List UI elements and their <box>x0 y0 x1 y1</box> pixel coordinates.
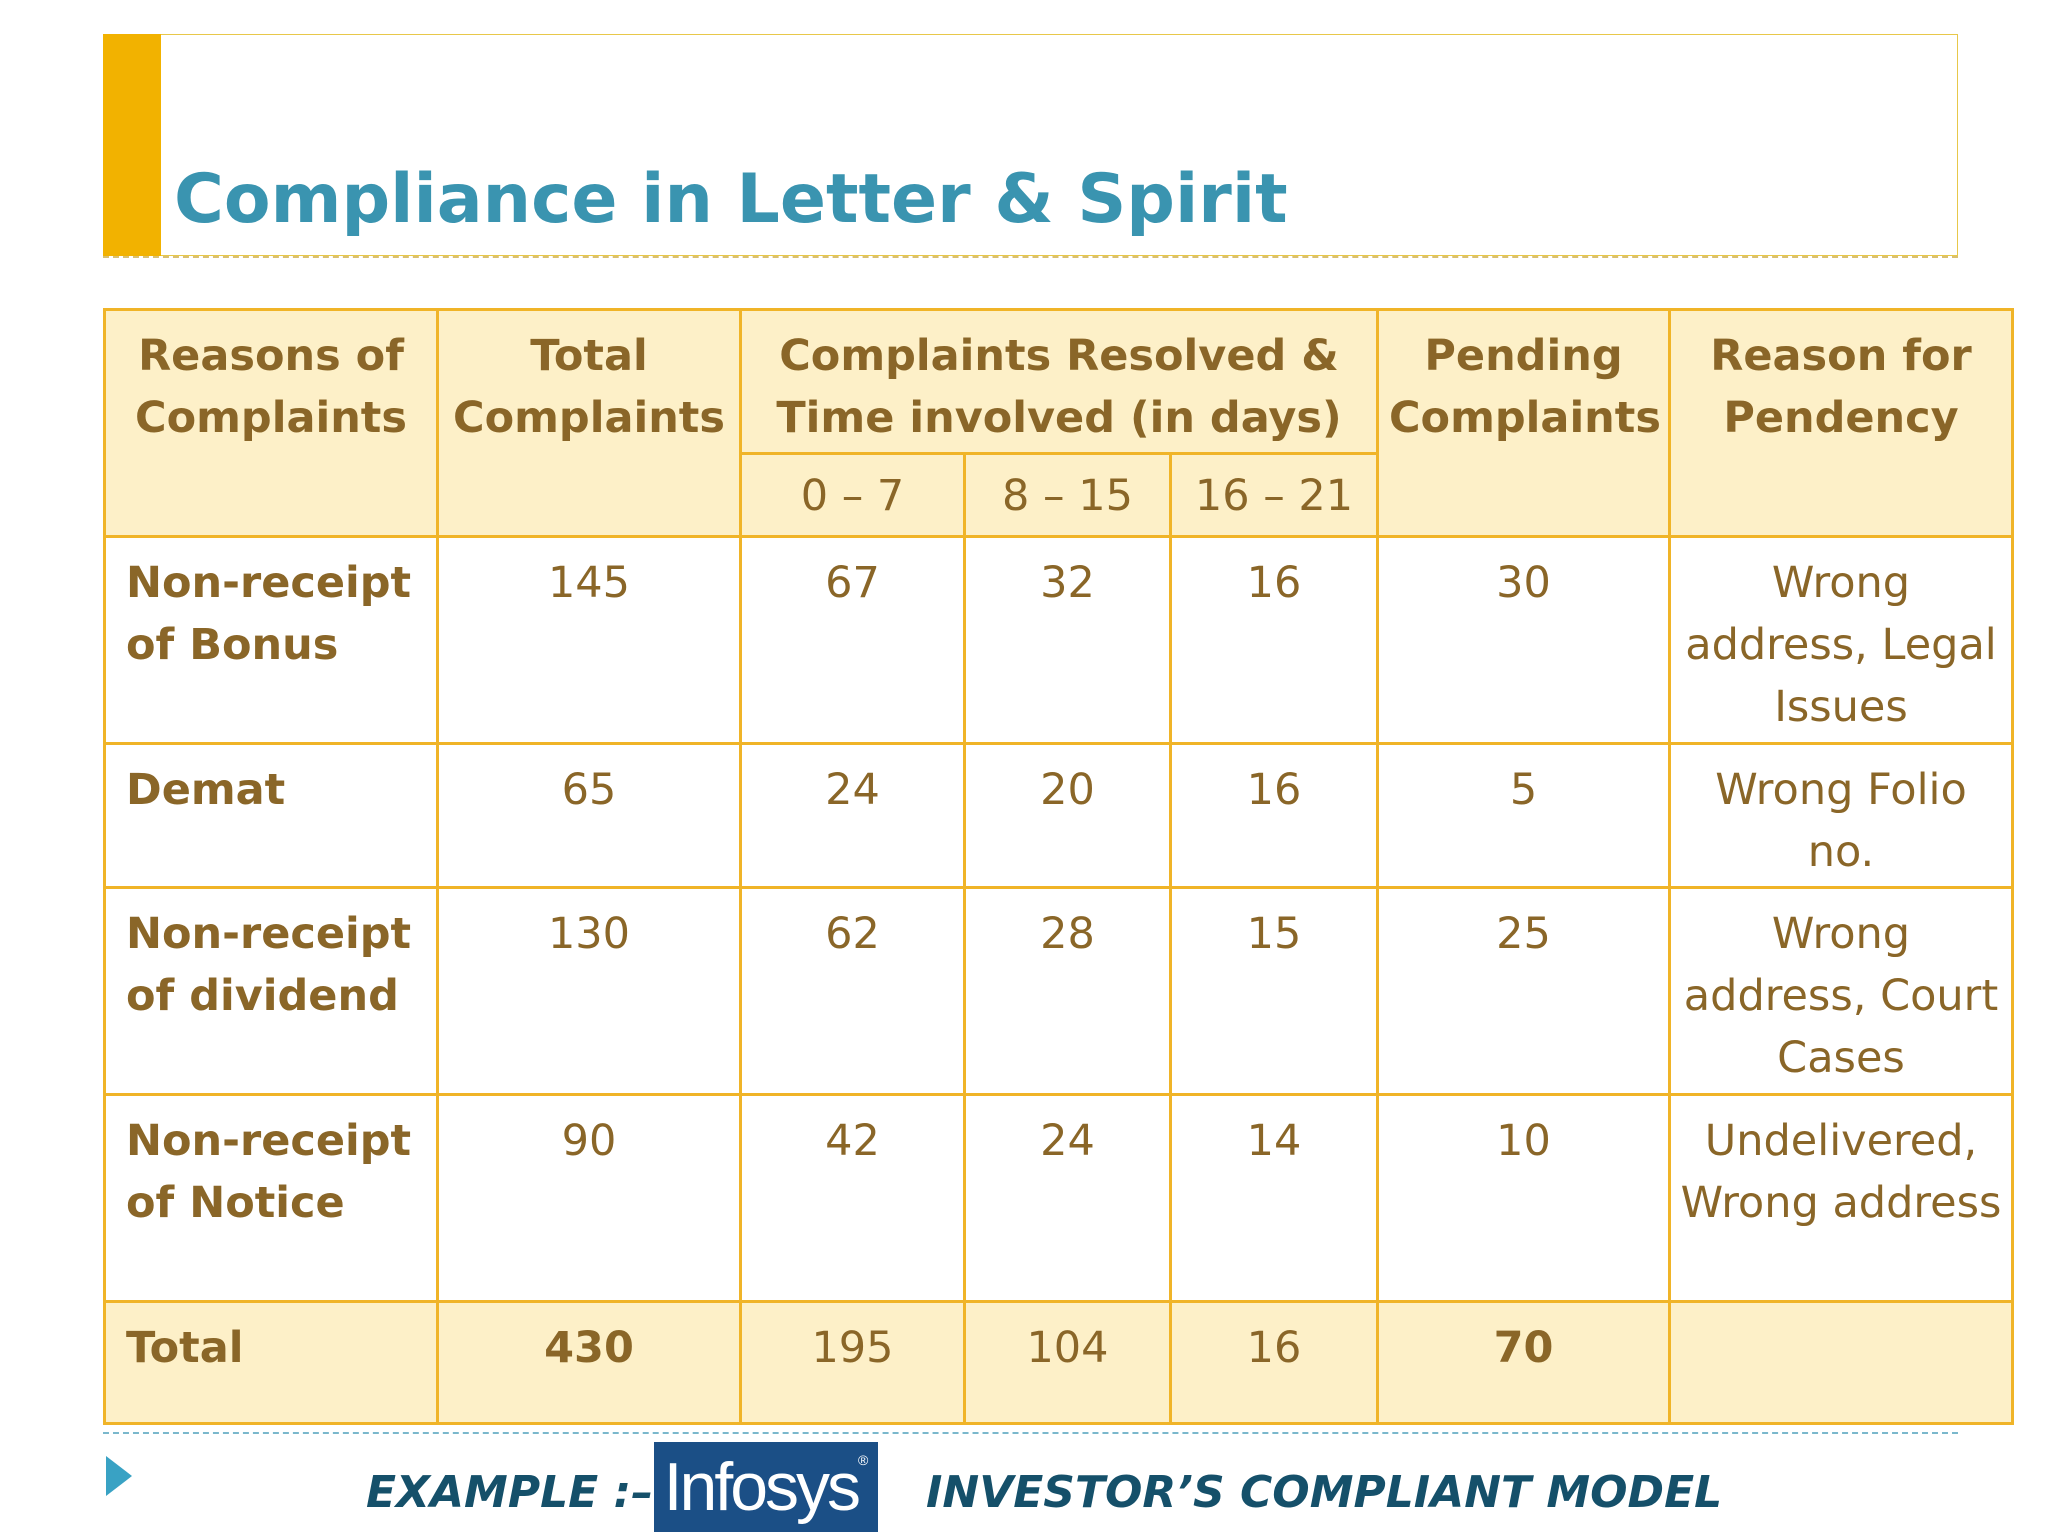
row-reason-pendency: Wrong Folio no. <box>1668 742 2014 889</box>
row-range-16-21: 15 <box>1169 886 1379 1096</box>
header-range-16-21: 16 – 21 <box>1169 452 1379 538</box>
page-title: Compliance in Letter & Spirit <box>174 160 1288 239</box>
row-reason: Non-receipt of Bonus <box>103 535 439 745</box>
header-total: Total Complaints <box>436 308 742 538</box>
totals-row: Total 430 195 104 16 70 <box>103 1300 2014 1425</box>
row-pending: 30 <box>1376 535 1671 745</box>
row-pending: 10 <box>1376 1093 1671 1303</box>
header-pending: Pending Complaints <box>1376 308 1671 538</box>
table-row: Non-receipt of Notice 90 42 24 14 10 Und… <box>103 1093 2014 1303</box>
totals-range-0-7: 195 <box>739 1300 966 1425</box>
header-range-8-15: 8 – 15 <box>963 452 1172 538</box>
row-range-8-15: 20 <box>963 742 1172 889</box>
row-range-0-7: 42 <box>739 1093 966 1303</box>
row-range-16-21: 14 <box>1169 1093 1379 1303</box>
row-total: 130 <box>436 886 742 1096</box>
header-range-0-7: 0 – 7 <box>739 452 966 538</box>
row-total: 90 <box>436 1093 742 1303</box>
totals-range-16-21: 16 <box>1169 1300 1379 1425</box>
row-reason: Non-receipt of Notice <box>103 1093 439 1303</box>
row-reason-pendency: Wrong address, Court Cases <box>1668 886 2014 1096</box>
totals-label: Total <box>103 1300 439 1425</box>
logo-text: Infosys <box>663 1449 861 1525</box>
row-range-16-21: 16 <box>1169 535 1379 745</box>
row-range-0-7: 67 <box>739 535 966 745</box>
row-pending: 5 <box>1376 742 1671 889</box>
row-range-0-7: 24 <box>739 742 966 889</box>
table-row: Non-receipt of dividend 130 62 28 15 25 … <box>103 886 2014 1096</box>
totals-total: 430 <box>436 1300 742 1425</box>
title-divider <box>103 256 1958 258</box>
example-label: EXAMPLE :– <box>366 1467 654 1518</box>
triangle-bullet-icon <box>106 1456 132 1496</box>
row-reason-pendency: Wrong address, Legal Issues <box>1668 535 2014 745</box>
infosys-logo: Infosys ® <box>654 1442 878 1532</box>
title-accent-bar <box>103 34 161 256</box>
subheader-row: 0 – 7 8 – 15 16 – 21 <box>105 452 2013 538</box>
header-reason-pendency: Reason for Pendency <box>1668 308 2014 538</box>
row-total: 65 <box>436 742 742 889</box>
totals-range-8-15: 104 <box>963 1300 1172 1425</box>
complaints-table: Reasons of Complaints Total Complaints C… <box>103 308 2014 1425</box>
model-label: INVESTOR’S COMPLIANT MODEL <box>926 1467 1723 1518</box>
registered-mark: ® <box>858 1452 869 1468</box>
row-total: 145 <box>436 535 742 745</box>
row-reason-pendency: Undelivered, Wrong address <box>1668 1093 2014 1303</box>
row-range-8-15: 28 <box>963 886 1172 1096</box>
row-reason: Demat <box>103 742 439 889</box>
table-row: Demat 65 24 20 16 5 Wrong Folio no. <box>103 742 2014 889</box>
table-row: Non-receipt of Bonus 145 67 32 16 30 Wro… <box>103 535 2014 745</box>
header-reasons: Reasons of Complaints <box>103 308 439 538</box>
row-range-8-15: 32 <box>963 535 1172 745</box>
header-resolved: Complaints Resolved & Time involved (in … <box>739 308 1379 455</box>
header-row: Reasons of Complaints Total Complaints C… <box>103 308 2014 538</box>
totals-pending: 70 <box>1376 1300 1671 1425</box>
footer-divider <box>103 1432 1958 1434</box>
row-range-16-21: 16 <box>1169 742 1379 889</box>
row-pending: 25 <box>1376 886 1671 1096</box>
totals-reason-pendency <box>1668 1300 2014 1425</box>
row-reason: Non-receipt of dividend <box>103 886 439 1096</box>
row-range-0-7: 62 <box>739 886 966 1096</box>
row-range-8-15: 24 <box>963 1093 1172 1303</box>
